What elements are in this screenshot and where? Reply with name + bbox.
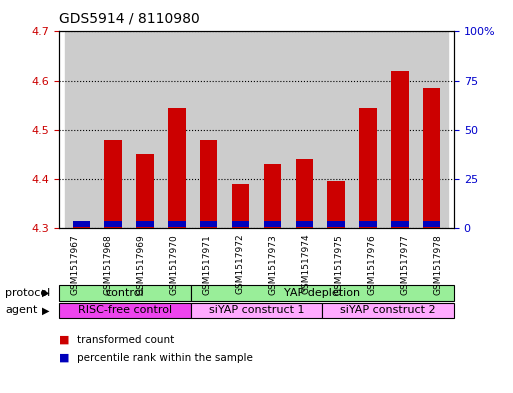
Bar: [232, 184, 249, 228]
Text: GSM1517973: GSM1517973: [268, 234, 278, 295]
Text: siYAP construct 1: siYAP construct 1: [209, 305, 304, 316]
Text: GSM1517969: GSM1517969: [137, 234, 146, 295]
Text: GSM1517972: GSM1517972: [235, 234, 245, 294]
Bar: [352, 31, 384, 228]
Text: ■: ■: [59, 353, 69, 363]
Bar: [200, 140, 218, 228]
Bar: [104, 140, 122, 228]
Bar: [161, 31, 193, 228]
Text: GSM1517974: GSM1517974: [301, 234, 310, 294]
Text: siYAP construct 2: siYAP construct 2: [340, 305, 436, 316]
Bar: [72, 220, 90, 227]
Text: GSM1517971: GSM1517971: [203, 234, 212, 295]
Bar: [327, 220, 345, 227]
Text: transformed count: transformed count: [77, 335, 174, 345]
Text: RISC-free control: RISC-free control: [78, 305, 172, 316]
Bar: [65, 31, 97, 228]
Bar: [359, 108, 377, 228]
Bar: [264, 220, 281, 227]
Bar: [72, 226, 90, 228]
Text: GDS5914 / 8110980: GDS5914 / 8110980: [59, 11, 200, 26]
Bar: [320, 31, 352, 228]
Bar: [136, 220, 154, 227]
Bar: [256, 31, 288, 228]
Text: GSM1517976: GSM1517976: [367, 234, 376, 295]
Bar: [327, 181, 345, 228]
Bar: [97, 31, 129, 228]
Bar: [129, 31, 161, 228]
Text: ▶: ▶: [43, 305, 50, 316]
Text: GSM1517975: GSM1517975: [334, 234, 343, 295]
Bar: [193, 31, 225, 228]
Text: GSM1517970: GSM1517970: [170, 234, 179, 295]
Bar: [168, 220, 186, 227]
Text: percentile rank within the sample: percentile rank within the sample: [77, 353, 253, 363]
Bar: [200, 220, 218, 227]
Bar: [168, 108, 186, 228]
Bar: [264, 164, 281, 228]
Text: agent: agent: [5, 305, 37, 316]
Bar: [423, 88, 441, 228]
Text: YAP depletion: YAP depletion: [284, 288, 361, 298]
Text: control: control: [106, 288, 144, 298]
Text: GSM1517977: GSM1517977: [400, 234, 409, 295]
Bar: [416, 31, 448, 228]
Text: protocol: protocol: [5, 288, 50, 298]
Bar: [359, 220, 377, 227]
Bar: [295, 159, 313, 228]
Bar: [104, 220, 122, 227]
Text: GSM1517978: GSM1517978: [433, 234, 442, 295]
Text: GSM1517968: GSM1517968: [104, 234, 113, 295]
Bar: [232, 220, 249, 227]
Bar: [295, 220, 313, 227]
Bar: [136, 154, 154, 228]
Bar: [288, 31, 320, 228]
Bar: [391, 220, 409, 227]
Text: ■: ■: [59, 335, 69, 345]
Text: ▶: ▶: [43, 288, 50, 298]
Bar: [423, 220, 441, 227]
Bar: [391, 71, 409, 228]
Bar: [384, 31, 416, 228]
Text: GSM1517967: GSM1517967: [71, 234, 80, 295]
Bar: [225, 31, 256, 228]
